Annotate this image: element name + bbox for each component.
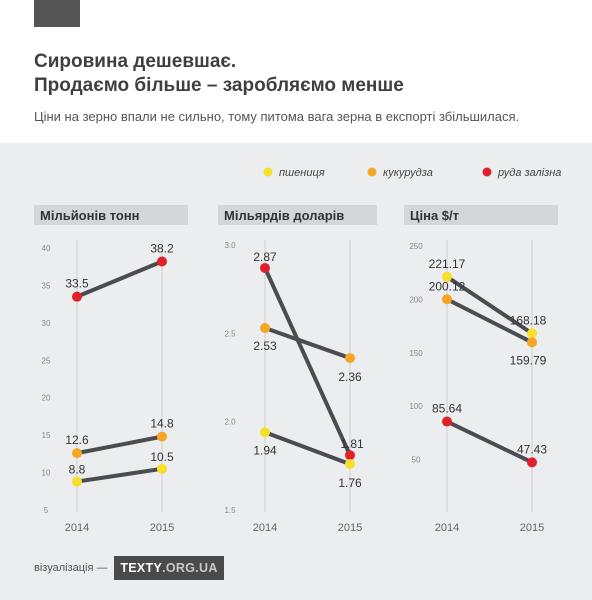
panel-1-label-wheat-1: 1.76: [338, 476, 362, 490]
page-subtitle: Ціни на зерно впали не сильно, тому пито…: [34, 109, 520, 124]
panel-0-point-ore-0: [72, 291, 82, 302]
panel-0-point-wheat-1: [157, 463, 167, 474]
panel-0-ytick: 35: [42, 281, 51, 290]
header: Сировина дешевшає. Продаємо більше – зар…: [0, 0, 592, 143]
panel-2-line-wheat: [445, 274, 534, 336]
panel-0-ytick: 25: [42, 356, 51, 365]
panel-1-line-corn: [263, 326, 352, 361]
panel-2-ytick: 100: [409, 402, 423, 411]
panel-1-point-ore-1: [345, 450, 355, 461]
legend-label-corn: кукурудза: [383, 167, 433, 179]
panel-1-point-ore-0: [260, 262, 270, 273]
panel-1-ytick: 2.5: [224, 329, 236, 338]
panel-1-point-corn-1: [345, 353, 355, 364]
panel-1-line-ore: [263, 265, 352, 458]
panel-1-ytick: 1.5: [224, 506, 236, 515]
panel-2-ytick: 150: [409, 349, 423, 358]
texty-logo[interactable]: TEXTY .ORG.UA: [114, 556, 224, 580]
legend-label-ore: руда залізна: [497, 167, 561, 179]
panel-0-line-ore: [75, 259, 164, 299]
panel-1-xlabel-2014: 2014: [253, 522, 277, 534]
panel-2-point-wheat-1: [527, 328, 537, 339]
panel-1-point-wheat-0: [260, 427, 270, 438]
panel-1-xlabel-2015: 2015: [338, 522, 362, 534]
panel-0-ytick: 5: [44, 506, 49, 515]
panel-2-point-wheat-0: [442, 271, 452, 282]
panel-0-label-corn-1: 14.8: [150, 417, 174, 431]
panel-0-line-corn: [75, 434, 164, 456]
logo-domain: .ORG.UA: [162, 561, 218, 575]
panel-0-ytick: 10: [42, 469, 51, 478]
panel-2-point-ore-0: [442, 416, 452, 427]
panel-0-label-wheat-1: 10.5: [150, 450, 174, 464]
panel-2-ytick: 200: [409, 295, 423, 304]
panel-1-label-corn-0: 2.53: [253, 339, 277, 353]
panel-1-ytick: 3.0: [224, 241, 236, 250]
panel-0-point-ore-1: [157, 256, 167, 267]
panel-0-xlabel-2014: 2014: [65, 522, 89, 534]
panel-2-point-ore-1: [527, 457, 537, 468]
panel-0-point-corn-1: [157, 431, 167, 442]
panel-title-2: Ціна $/т: [410, 208, 459, 223]
panel-2-label-corn-0: 200.12: [429, 279, 466, 293]
panel-0-ytick: 40: [42, 244, 51, 253]
panel-2-ytick: 50: [412, 456, 421, 465]
panel-0-line-wheat: [75, 466, 164, 484]
panel-0-label-corn-0: 12.6: [65, 433, 89, 447]
panel-0-point-corn-0: [72, 448, 82, 459]
legend-label-wheat: пшениця: [279, 167, 325, 179]
panel-title-1: Мільярдів доларів: [224, 208, 344, 223]
panel-0-ytick: 15: [42, 431, 51, 440]
panel-1-label-wheat-0: 1.94: [253, 443, 277, 457]
panel-2-xlabel-2014: 2014: [435, 522, 459, 534]
panel-2-xlabel-2015: 2015: [520, 522, 544, 534]
panel-2-label-wheat-1: 168.18: [510, 313, 547, 327]
panel-0-point-wheat-0: [72, 476, 82, 487]
panel-1-label-ore-0: 2.87: [253, 250, 277, 264]
panel-2-label-ore-1: 47.43: [517, 442, 547, 456]
panel-1-line-wheat: [263, 430, 352, 467]
panel-1-point-corn-0: [260, 323, 270, 334]
panel-1-ytick: 2.0: [224, 418, 236, 427]
page-title: Сировина дешевшає. Продаємо більше – зар…: [34, 50, 404, 98]
panel-1-label-corn-1: 2.36: [338, 370, 362, 384]
legend-marker-wheat: [263, 167, 273, 177]
title-line-1: Сировина дешевшає.: [34, 51, 237, 72]
panel-0-label-ore-0: 33.5: [65, 277, 89, 291]
top-accent-bar: [34, 0, 80, 27]
panel-title-0: Мільйонів тонн: [40, 208, 140, 223]
panel-2-label-ore-0: 85.64: [432, 402, 462, 416]
panel-0-ytick: 20: [42, 394, 51, 403]
panel-0-label-ore-1: 38.2: [150, 241, 174, 255]
panel-2-point-corn-1: [527, 337, 537, 348]
panel-title-bg-0: [34, 205, 188, 225]
panel-0-xlabel-2015: 2015: [150, 522, 174, 534]
panel-0-label-wheat-0: 8.8: [69, 463, 86, 477]
panel-2-point-corn-0: [442, 294, 452, 305]
title-line-2: Продаємо більше – заробляємо менше: [34, 75, 404, 96]
panel-2-label-wheat-0: 221.17: [429, 257, 466, 271]
credit-text: візуалізація —: [34, 562, 108, 574]
panel-2-ytick: 250: [409, 242, 423, 251]
panel-2-line-ore: [445, 419, 534, 465]
legend-marker-corn: [367, 167, 377, 177]
panel-2-line-corn: [445, 297, 534, 345]
panel-1-label-ore-1: 1.81: [340, 437, 364, 451]
panel-title-bg-1: [218, 205, 377, 225]
panel-2-label-corn-1: 159.79: [510, 353, 547, 367]
panel-0-ytick: 30: [42, 319, 51, 328]
panel-title-bg-2: [404, 205, 558, 225]
panel-1-point-wheat-1: [345, 459, 355, 470]
legend-marker-ore: [482, 167, 492, 177]
logo-main: TEXTY: [120, 561, 163, 575]
